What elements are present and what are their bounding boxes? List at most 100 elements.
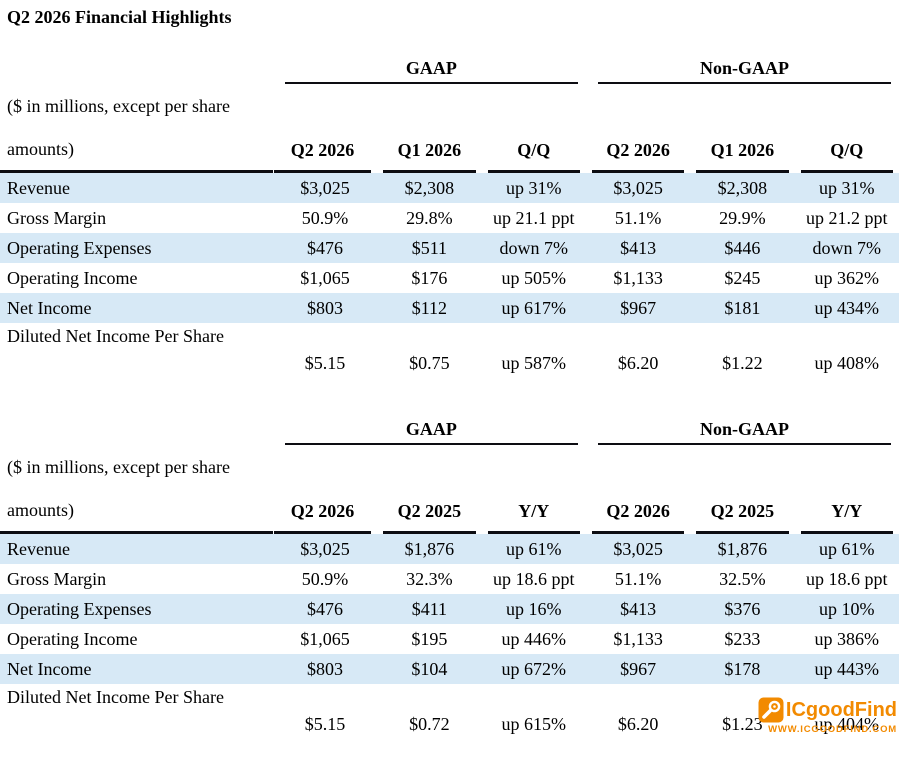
cell-value: $0.75 [409, 353, 450, 373]
cell-value: $413 [620, 598, 657, 619]
cell-value: up 617% [501, 297, 566, 318]
cell-value: $511 [411, 237, 448, 258]
column-header: Q2 2026 [273, 84, 377, 173]
cell-value: $178 [724, 658, 761, 679]
non-gaap-label: Non-GAAP [597, 415, 891, 445]
cell-value: $803 [307, 658, 344, 679]
table-row: Diluted Net Income Per Share $5.15 $0.75 up… [0, 323, 899, 383]
cell-value: up 31% [819, 177, 875, 198]
cell-value: $1,876 [404, 538, 455, 559]
year-over-year-table: GAAP Non-GAAP ($ in millions, except per… [0, 411, 899, 744]
cell-value: 29.8% [406, 207, 453, 228]
cell-value: $1.23 [722, 714, 763, 734]
column-header: Q2 2026 [273, 445, 377, 534]
cell-value: $411 [411, 598, 448, 619]
cell-value: $0.72 [409, 714, 450, 734]
cell-value: up 10% [819, 598, 875, 619]
column-header: Q/Q [482, 84, 586, 173]
non-gaap-label: Non-GAAP [597, 54, 891, 84]
cell-value: 51.1% [614, 568, 662, 589]
cell-value: up 446% [501, 628, 566, 649]
watermark-url: WWW.ICGOODFIND.COM [768, 724, 897, 735]
cell-value: $2,308 [717, 177, 768, 198]
table-row: Net Income $803 $112 up 617% $967 $181 up 434% [0, 293, 899, 323]
cell-value: $476 [307, 598, 344, 619]
table-row: Revenue $3,025 $2,308 up 31% $3,025 $2,308 up … [0, 173, 899, 203]
cell-value: up 16% [505, 598, 562, 619]
cell-value: up 18.6 ppt [806, 568, 888, 589]
units-note: ($ in millions, except per share amounts… [0, 445, 273, 534]
column-header: Y/Y [482, 445, 586, 534]
table-body: Revenue $3,025 $1,876 up 61% $3,025 $1,876 up … [0, 534, 899, 744]
cell-value: $967 [620, 297, 657, 318]
cell-value: up 362% [814, 267, 880, 288]
cell-value: 50.9% [301, 568, 349, 589]
column-header-label: Q2 2026 [591, 129, 685, 173]
column-header-label: Q2 2025 [696, 490, 789, 534]
cell-value: $1,065 [300, 628, 350, 649]
group-header-spacer [0, 411, 273, 445]
cell-value: $5.15 [304, 353, 346, 373]
cell-value: up 31% [505, 177, 562, 198]
table-row: Diluted Net Income Per Share $5.15 $0.72 up… [0, 684, 899, 744]
cell-value: up 21.2 ppt [806, 207, 888, 228]
cell-value: up 61% [819, 538, 875, 559]
cell-value: $413 [620, 237, 657, 258]
column-header: Y/Y [795, 445, 899, 534]
column-header: Q2 2025 [690, 445, 794, 534]
row-label: Diluted Net Income Per Share [7, 687, 224, 707]
column-header: Q1 2026 [377, 84, 481, 173]
cell-value: up 443% [814, 658, 880, 679]
page: { "page": { "title": "Q2 2026 Financial … [0, 5, 899, 761]
quarter-over-quarter-table: GAAP Non-GAAP ($ in millions, except per… [0, 50, 899, 383]
cell-value: $376 [724, 598, 761, 619]
cell-value: down 7% [812, 237, 882, 258]
table-body: Revenue $3,025 $2,308 up 31% $3,025 $2,308 up … [0, 173, 899, 383]
cell-value: 32.5% [719, 568, 766, 589]
column-header: Q/Q [795, 84, 899, 173]
column-header: Q2 2026 [586, 445, 690, 534]
cell-value: 50.9% [301, 207, 349, 228]
cell-value: up 18.6 ppt [492, 568, 575, 589]
cell-value: $1,065 [300, 267, 350, 288]
cell-value: up 615% [501, 714, 566, 734]
cell-value: $1,133 [613, 267, 663, 288]
cell-value: $176 [411, 267, 448, 288]
row-label: Net Income [7, 297, 92, 318]
units-note: ($ in millions, except per share amounts… [0, 84, 273, 173]
page-title: Q2 2026 Financial Highlights [7, 7, 232, 27]
non-gaap-group-header: Non-GAAP [586, 50, 899, 84]
row-label: Operating Income [7, 628, 138, 649]
column-header: Q2 2025 [377, 445, 481, 534]
cell-value: $3,025 [613, 177, 663, 198]
cell-value: $6.20 [617, 714, 659, 734]
cell-value: up 21.1 ppt [492, 207, 575, 228]
group-header-row: GAAP Non-GAAP [0, 411, 899, 445]
units-note-line1: ($ in millions, except per share [7, 96, 230, 116]
cell-value: $104 [411, 658, 448, 679]
cell-value: $3,025 [300, 538, 350, 559]
cell-value: $2,308 [404, 177, 455, 198]
column-header: Q1 2026 [690, 84, 794, 173]
gaap-label: GAAP [284, 415, 578, 445]
cell-value: up 404% [814, 714, 880, 734]
cell-value: down 7% [499, 237, 568, 258]
column-header-label: Q1 2026 [696, 129, 789, 173]
gaap-group-header: GAAP [273, 411, 586, 445]
units-note-line1: ($ in millions, except per share [7, 457, 230, 477]
cell-value: $112 [411, 297, 448, 318]
cell-value: up 434% [814, 297, 880, 318]
cell-value: $446 [724, 237, 761, 258]
cell-value: $1,133 [613, 628, 663, 649]
cell-value: $181 [724, 297, 761, 318]
table-row: Net Income $803 $104 up 672% $967 $178 up 443% [0, 654, 899, 684]
non-gaap-group-header: Non-GAAP [586, 411, 899, 445]
column-header-label: Y/Y [487, 490, 580, 534]
cell-value: $6.20 [617, 353, 659, 373]
units-note-line2: amounts) [0, 129, 273, 173]
cell-value: up 61% [505, 538, 562, 559]
column-header-label: Q1 2026 [383, 129, 476, 173]
row-label: Gross Margin [7, 568, 107, 589]
row-label: Operating Income [7, 267, 138, 288]
cell-value: $245 [724, 267, 761, 288]
